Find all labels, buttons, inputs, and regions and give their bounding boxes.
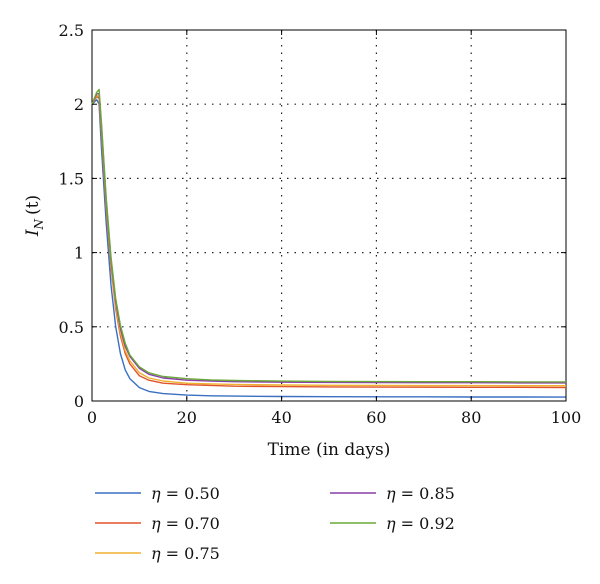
y-tick-label: 2 — [74, 95, 84, 114]
y-tick-label: 1 — [74, 244, 84, 263]
x-tick-label: 40 — [271, 408, 291, 427]
y-tick-label: 0.5 — [59, 318, 84, 337]
axis-ticks — [91, 29, 567, 402]
x-axis-title: Time (in days) — [268, 440, 391, 460]
legend-label: η = 0.92 — [386, 514, 455, 533]
y-tick-label: 2.5 — [59, 21, 84, 40]
x-tick-label: 100 — [551, 408, 582, 427]
legend-item: η = 0.85 — [330, 484, 455, 503]
legend-label: η = 0.50 — [151, 484, 220, 503]
x-tick-label: 60 — [366, 408, 386, 427]
x-tick-label: 20 — [177, 408, 197, 427]
plot-frame — [91, 29, 567, 402]
legend-label: η = 0.85 — [386, 484, 455, 503]
x-tick-label: 80 — [461, 408, 481, 427]
y-axis-title-arg: (t) — [23, 195, 43, 215]
x-tick-label: 0 — [87, 408, 97, 427]
grid-lines — [92, 30, 566, 401]
legend-label: η = 0.75 — [151, 544, 220, 563]
legend-item: η = 0.70 — [95, 514, 220, 533]
legend-item: η = 0.75 — [95, 544, 220, 563]
svg-text:IN(t): IN (t) — [23, 195, 46, 237]
series-line — [91, 99, 567, 398]
y-axis-title: IN (t) — [23, 195, 46, 237]
series-lines — [91, 88, 567, 398]
series-line — [91, 94, 566, 387]
legend: η = 0.50 η = 0.70 η = 0.75 η = 0.85 η = 0.92 — [95, 484, 455, 563]
y-tick-label: 1.5 — [59, 169, 84, 188]
y-tick-label: 0 — [74, 392, 84, 411]
legend-label: η = 0.70 — [151, 514, 220, 533]
series-line — [91, 96, 567, 389]
series-line — [91, 88, 566, 383]
legend-item: η = 0.92 — [330, 514, 455, 533]
y-axis-title-sub: N — [32, 218, 46, 230]
tick-labels: 0 20 40 60 80 100 0 0.5 1 1.5 2 2.5 — [59, 21, 582, 427]
legend-item: η = 0.50 — [95, 484, 220, 503]
y-axis-title-main: I — [23, 229, 43, 237]
series-line — [91, 93, 566, 384]
